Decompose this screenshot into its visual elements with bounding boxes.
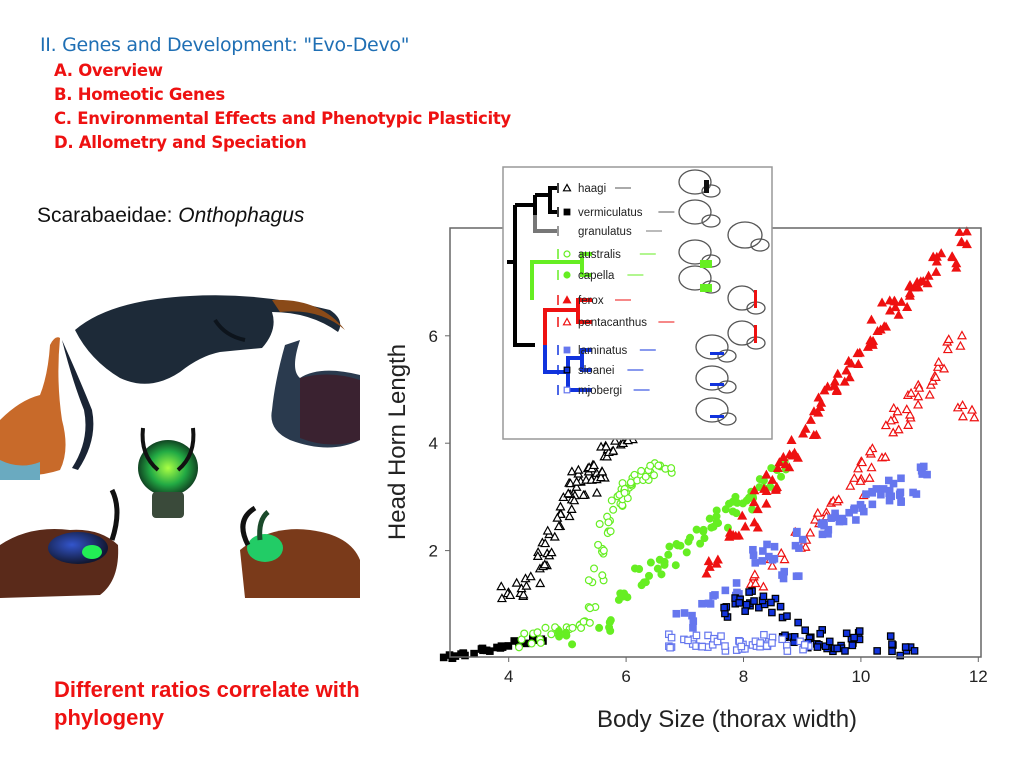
inset-frame — [502, 166, 773, 440]
y-tick-label: 6 — [429, 327, 438, 346]
beetle-photo-center — [138, 427, 198, 518]
x-axis-ticks: 4 6 8 10 12 — [504, 657, 988, 686]
taxon-granulatus: granulatus — [578, 226, 632, 238]
outline-item-d: D. Allometry and Speciation — [54, 133, 307, 152]
taxon-vermiculatus: vermiculatus — [578, 207, 643, 219]
taxon-haagi: haagi — [578, 183, 606, 195]
y-tick-label: 4 — [429, 434, 438, 453]
taxon-mjobergi: mjobergi — [578, 385, 622, 397]
y-axis-ticks: 2 4 6 — [429, 327, 450, 561]
x-tick-label: 12 — [969, 667, 988, 686]
taxon-australis: australis — [578, 249, 621, 261]
x-axis-label: Body Size (thorax width) — [597, 706, 857, 733]
x-tick-label: 6 — [621, 667, 630, 686]
series-ferox — [701, 226, 972, 578]
series-mjobergi — [665, 630, 813, 655]
outline-item-a: A. Overview — [54, 61, 163, 80]
genus-name: Onthophagus — [178, 204, 305, 227]
x-tick-label: 4 — [504, 667, 513, 686]
x-tick-label: 8 — [739, 667, 748, 686]
x-tick-label: 10 — [851, 667, 870, 686]
taxon-sloanei: sloanei — [578, 365, 614, 377]
phylogeny-tree — [507, 186, 592, 392]
horn-fills — [700, 180, 757, 418]
y-tick-label: 2 — [429, 542, 438, 561]
taxon-pentacanthus: pentacanthus — [578, 317, 647, 329]
beetle-photo-right — [271, 340, 360, 448]
taxon-label: Scarabaeidae: Onthophagus — [37, 204, 304, 228]
beetle-photo-collage — [0, 295, 360, 598]
family-name: Scarabaeidae: — [37, 204, 179, 227]
outline-item-c: C. Environmental Effects and Phenotypic … — [54, 109, 511, 128]
taxon-capella: capella — [578, 270, 615, 282]
series-laminatus — [672, 462, 931, 632]
beetle-photo-bottom-right — [240, 505, 360, 598]
taxon-laminatus: laminatus — [578, 345, 627, 357]
slide-outline: II. Genes and Development: "Evo-Devo" A.… — [40, 34, 511, 152]
beetle-photo-bottom-left — [0, 488, 120, 598]
phylogeny-inset: haagi vermiculatus granulatus australis cape… — [502, 166, 773, 440]
beetle-photo-top — [75, 295, 345, 384]
beetle-photo-left — [0, 337, 94, 480]
taxon-ferox: ferox — [578, 295, 604, 307]
outline-item-b: B. Homeotic Genes — [54, 85, 225, 104]
phylogeny-labels: haagi vermiculatus granulatus australis cape… — [557, 183, 675, 397]
y-axis-label: Head Horn Length — [384, 344, 411, 540]
series-haagi — [496, 421, 643, 603]
caption-text: Different ratios correlate with phylogen… — [54, 677, 360, 730]
outline-heading: II. Genes and Development: "Evo-Devo" — [40, 34, 410, 56]
